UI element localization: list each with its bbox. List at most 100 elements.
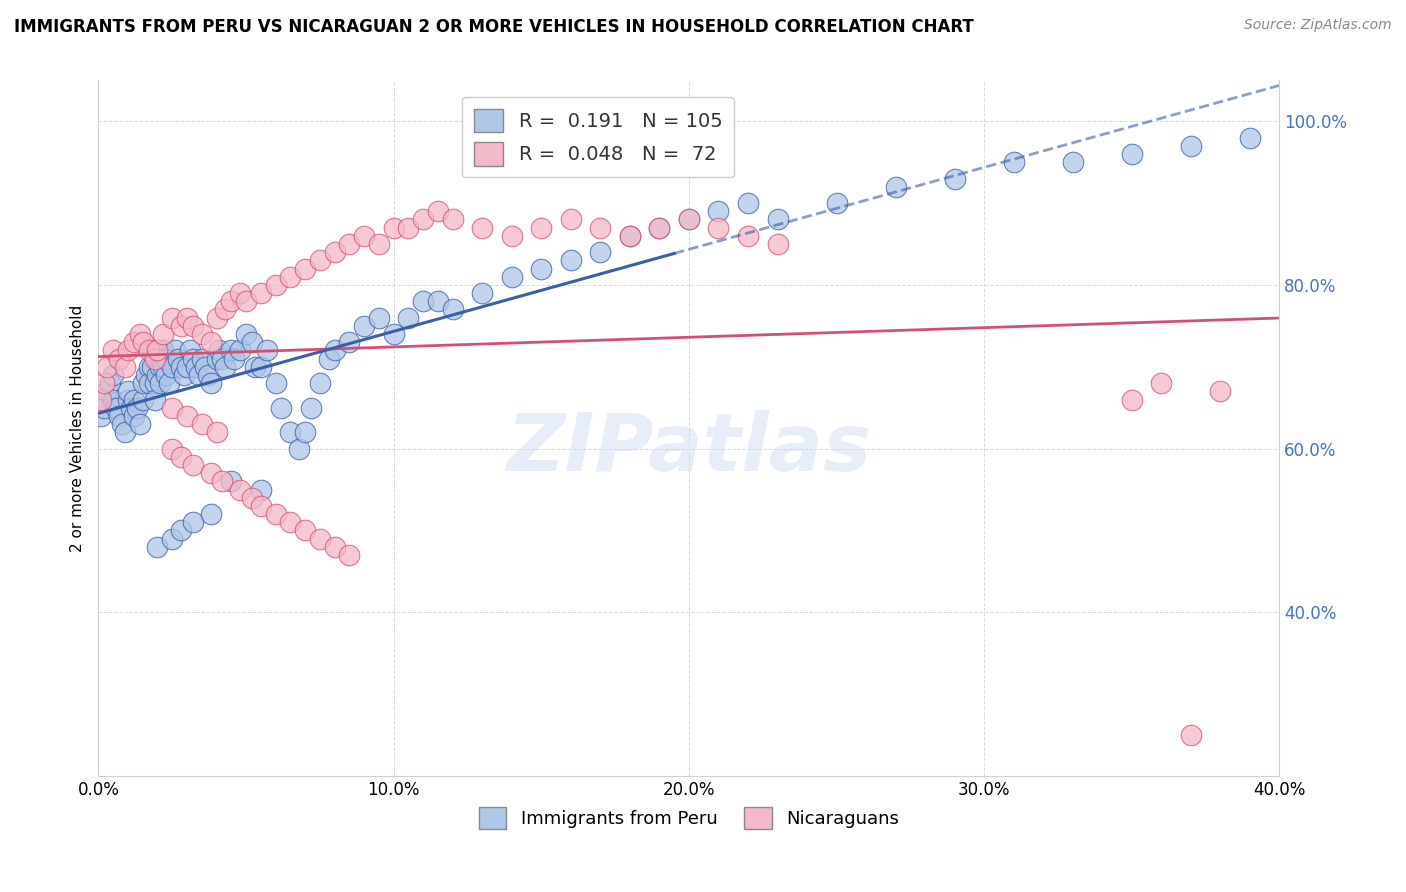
Point <box>294 261 316 276</box>
Point <box>224 351 246 366</box>
Point <box>146 343 169 358</box>
Point <box>200 335 222 350</box>
Point <box>441 302 464 317</box>
Point <box>179 343 201 358</box>
Point <box>165 343 187 358</box>
Point <box>146 351 169 366</box>
Point <box>240 335 263 350</box>
Point <box>103 368 125 382</box>
Point <box>264 507 287 521</box>
Y-axis label: 2 or more Vehicles in Household: 2 or more Vehicles in Household <box>69 304 84 552</box>
Point <box>299 401 322 415</box>
Point <box>205 310 228 325</box>
Point <box>318 351 340 366</box>
Point <box>93 401 115 415</box>
Point <box>250 483 273 497</box>
Point <box>471 286 494 301</box>
Text: Source: ZipAtlas.com: Source: ZipAtlas.com <box>1244 18 1392 32</box>
Point <box>766 212 789 227</box>
Point <box>270 401 292 415</box>
Point <box>560 212 582 227</box>
Point <box>368 310 391 325</box>
Point <box>294 425 316 440</box>
Point <box>1062 155 1084 169</box>
Point <box>250 499 273 513</box>
Point <box>427 294 450 309</box>
Point <box>138 343 160 358</box>
Point <box>353 318 375 333</box>
Point <box>648 220 671 235</box>
Point <box>211 475 233 489</box>
Point <box>152 343 174 358</box>
Point <box>221 343 243 358</box>
Point <box>1150 376 1173 391</box>
Point <box>200 376 222 391</box>
Text: ZIPatlas: ZIPatlas <box>506 410 872 488</box>
Point <box>108 351 131 366</box>
Point <box>135 368 157 382</box>
Point <box>155 351 177 366</box>
Point <box>368 237 391 252</box>
Point <box>170 359 193 374</box>
Point <box>382 220 405 235</box>
Point <box>339 335 361 350</box>
Point <box>152 359 174 374</box>
Point <box>1180 728 1202 742</box>
Point <box>181 318 204 333</box>
Point <box>108 409 131 423</box>
Point <box>211 351 233 366</box>
Point <box>141 343 163 358</box>
Point <box>619 228 641 243</box>
Point <box>943 171 966 186</box>
Point <box>243 359 266 374</box>
Point <box>122 409 145 423</box>
Point <box>678 212 700 227</box>
Point <box>128 417 150 431</box>
Point <box>339 237 361 252</box>
Point <box>501 269 523 284</box>
Point <box>181 458 204 472</box>
Point <box>280 516 302 530</box>
Point <box>250 286 273 301</box>
Point <box>162 442 183 456</box>
Point <box>191 417 214 431</box>
Point <box>737 228 759 243</box>
Point <box>187 368 209 382</box>
Point <box>111 417 134 431</box>
Point <box>96 384 118 399</box>
Point <box>471 220 494 235</box>
Point <box>229 343 252 358</box>
Point <box>143 376 166 391</box>
Point <box>132 376 155 391</box>
Point <box>412 212 434 227</box>
Point <box>181 351 204 366</box>
Point <box>648 220 671 235</box>
Point <box>128 326 150 341</box>
Point <box>152 326 174 341</box>
Point <box>149 376 172 391</box>
Point <box>398 220 420 235</box>
Point <box>181 516 204 530</box>
Point <box>1209 384 1232 399</box>
Point <box>678 212 700 227</box>
Point <box>162 310 183 325</box>
Point <box>501 228 523 243</box>
Point <box>412 294 434 309</box>
Point <box>191 351 214 366</box>
Point <box>707 220 730 235</box>
Point <box>114 425 136 440</box>
Point <box>117 392 139 407</box>
Point <box>309 532 332 546</box>
Point <box>117 343 139 358</box>
Point <box>589 245 612 260</box>
Point <box>208 343 231 358</box>
Point <box>427 204 450 219</box>
Point <box>162 401 183 415</box>
Point <box>120 401 142 415</box>
Point <box>825 196 848 211</box>
Point <box>530 261 553 276</box>
Point <box>214 359 236 374</box>
Point <box>323 343 346 358</box>
Point <box>619 228 641 243</box>
Point <box>294 524 316 538</box>
